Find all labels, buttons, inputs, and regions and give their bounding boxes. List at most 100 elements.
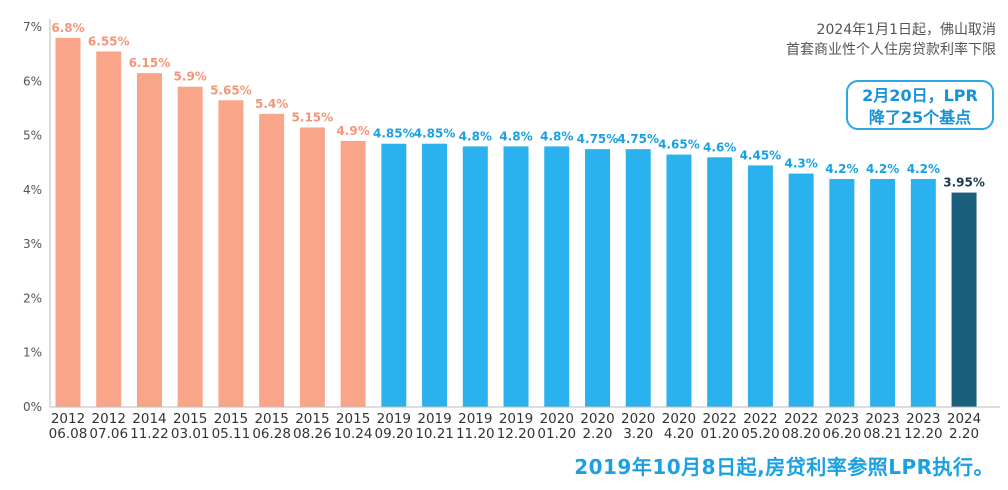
x-tick-year: 2020 xyxy=(662,411,696,427)
x-tick-year: 2012 xyxy=(51,411,85,427)
data-label: 6.55% xyxy=(88,34,130,48)
data-label: 4.45% xyxy=(740,148,782,162)
x-tick-date: 11.20 xyxy=(456,426,495,442)
bar xyxy=(299,127,325,407)
policy-note-line2: 首套商业性个人住房贷款利率下限 xyxy=(786,42,996,58)
lpr-callout: 2月20日，LPR 降了25个基点 xyxy=(846,80,994,130)
x-tick-date: 2.20 xyxy=(582,426,612,442)
x-tick-date: 05.20 xyxy=(741,426,780,442)
x-tick-year: 2014 xyxy=(132,411,166,427)
data-label: 4.85% xyxy=(414,127,456,141)
x-tick-date: 08.20 xyxy=(782,426,821,442)
policy-note: 2024年1月1日起，佛山取消 首套商业性个人住房贷款利率下限 xyxy=(786,20,996,60)
bar xyxy=(218,100,244,408)
y-axis: 0% 1% 2% 3% 4% 5% 6% 7% xyxy=(23,19,51,414)
bar xyxy=(177,86,203,407)
data-label: 5.15% xyxy=(292,110,334,124)
bar xyxy=(503,146,529,407)
bar xyxy=(462,146,488,407)
data-label: 4.6% xyxy=(703,140,736,154)
x-tick-year: 2015 xyxy=(254,411,288,427)
x-tick-date: 06.28 xyxy=(252,426,291,442)
bar xyxy=(136,73,162,408)
bar xyxy=(747,165,773,407)
x-tick-year: 2022 xyxy=(784,411,818,427)
x-tick-date: 10.24 xyxy=(334,426,373,442)
x-tick-year: 2020 xyxy=(621,411,655,427)
data-label: 4.75% xyxy=(617,132,659,146)
data-label: 5.4% xyxy=(255,97,288,111)
y-tick-label: 1% xyxy=(23,346,42,360)
y-tick-label: 4% xyxy=(23,183,42,197)
x-tick-date: 3.20 xyxy=(623,426,653,442)
x-tick-date: 09.20 xyxy=(375,426,414,442)
x-tick-year: 2023 xyxy=(825,411,859,427)
x-tick-year: 2015 xyxy=(214,411,248,427)
data-label: 5.65% xyxy=(210,83,252,97)
lpr-callout-line2: 降了25个基点 xyxy=(868,108,972,127)
bar xyxy=(788,173,814,407)
x-tick-year: 2023 xyxy=(865,411,899,427)
x-tick-year: 2019 xyxy=(377,411,411,427)
bar xyxy=(55,37,81,407)
x-tick-year: 2019 xyxy=(499,411,533,427)
bar xyxy=(381,143,407,407)
x-tick-date: 10.21 xyxy=(415,426,454,442)
data-label: 4.8% xyxy=(459,129,492,143)
y-tick-label: 6% xyxy=(23,74,42,88)
data-label: 4.75% xyxy=(577,132,619,146)
x-tick-year: 2015 xyxy=(173,411,207,427)
bar xyxy=(259,113,285,407)
x-tick-year: 2015 xyxy=(336,411,370,427)
y-tick-label: 3% xyxy=(23,237,42,251)
x-tick-date: 06.20 xyxy=(823,426,862,442)
y-tick-label: 7% xyxy=(23,20,42,34)
x-tick-date: 12.20 xyxy=(497,426,536,442)
data-label: 6.15% xyxy=(129,56,171,70)
lpr-callout-line1: 2月20日，LPR xyxy=(862,86,978,105)
data-label: 4.2% xyxy=(866,162,899,176)
bar xyxy=(584,149,610,407)
y-tick-label: 2% xyxy=(23,291,42,305)
policy-note-line1: 2024年1月1日起，佛山取消 xyxy=(816,22,996,38)
x-tick-year: 2024 xyxy=(947,411,981,427)
x-tick-year: 2022 xyxy=(743,411,777,427)
x-tick-date: 08.21 xyxy=(863,426,902,442)
data-label: 4.3% xyxy=(784,157,817,171)
footer-caption: 2019年10月8日起,房贷利率参照LPR执行。 xyxy=(574,455,994,479)
bar xyxy=(96,51,122,408)
x-axis: 201206.08201207.06201411.22201503.012015… xyxy=(49,406,1000,442)
x-tick-date: 12.20 xyxy=(904,426,943,442)
data-label: 6.8% xyxy=(51,21,84,35)
x-tick-year: 2020 xyxy=(540,411,574,427)
x-tick-year: 2020 xyxy=(580,411,614,427)
bar xyxy=(544,146,570,407)
bar xyxy=(625,149,651,407)
x-tick-year: 2023 xyxy=(906,411,940,427)
y-tick-label: 5% xyxy=(23,129,42,143)
x-tick-year: 2015 xyxy=(295,411,329,427)
x-tick-year: 2022 xyxy=(703,411,737,427)
x-tick-date: 06.08 xyxy=(49,426,88,442)
x-tick-date: 4.20 xyxy=(664,426,694,442)
data-label: 4.65% xyxy=(658,138,700,152)
data-label: 4.85% xyxy=(373,127,415,141)
bar xyxy=(910,179,936,407)
x-tick-date: 08.26 xyxy=(293,426,332,442)
bars: 6.8% 6.55% 6.15%5.9%5.65%5.4% 5.15%4.9% 4.85… xyxy=(51,21,985,408)
x-tick-year: 2019 xyxy=(417,411,451,427)
data-label: 5.9% xyxy=(174,70,207,84)
bar xyxy=(870,179,896,407)
x-tick-date: 01.20 xyxy=(537,426,576,442)
bar xyxy=(707,157,733,407)
data-label: 4.9% xyxy=(336,124,369,138)
data-label: 3.95% xyxy=(943,176,985,190)
x-tick-date: 05.11 xyxy=(212,426,251,442)
x-tick-date: 01.20 xyxy=(700,426,739,442)
data-label: 4.8% xyxy=(499,129,532,143)
data-label: 4.2% xyxy=(907,162,940,176)
bar xyxy=(951,192,977,407)
bar xyxy=(340,141,366,407)
x-tick-year: 2019 xyxy=(458,411,492,427)
